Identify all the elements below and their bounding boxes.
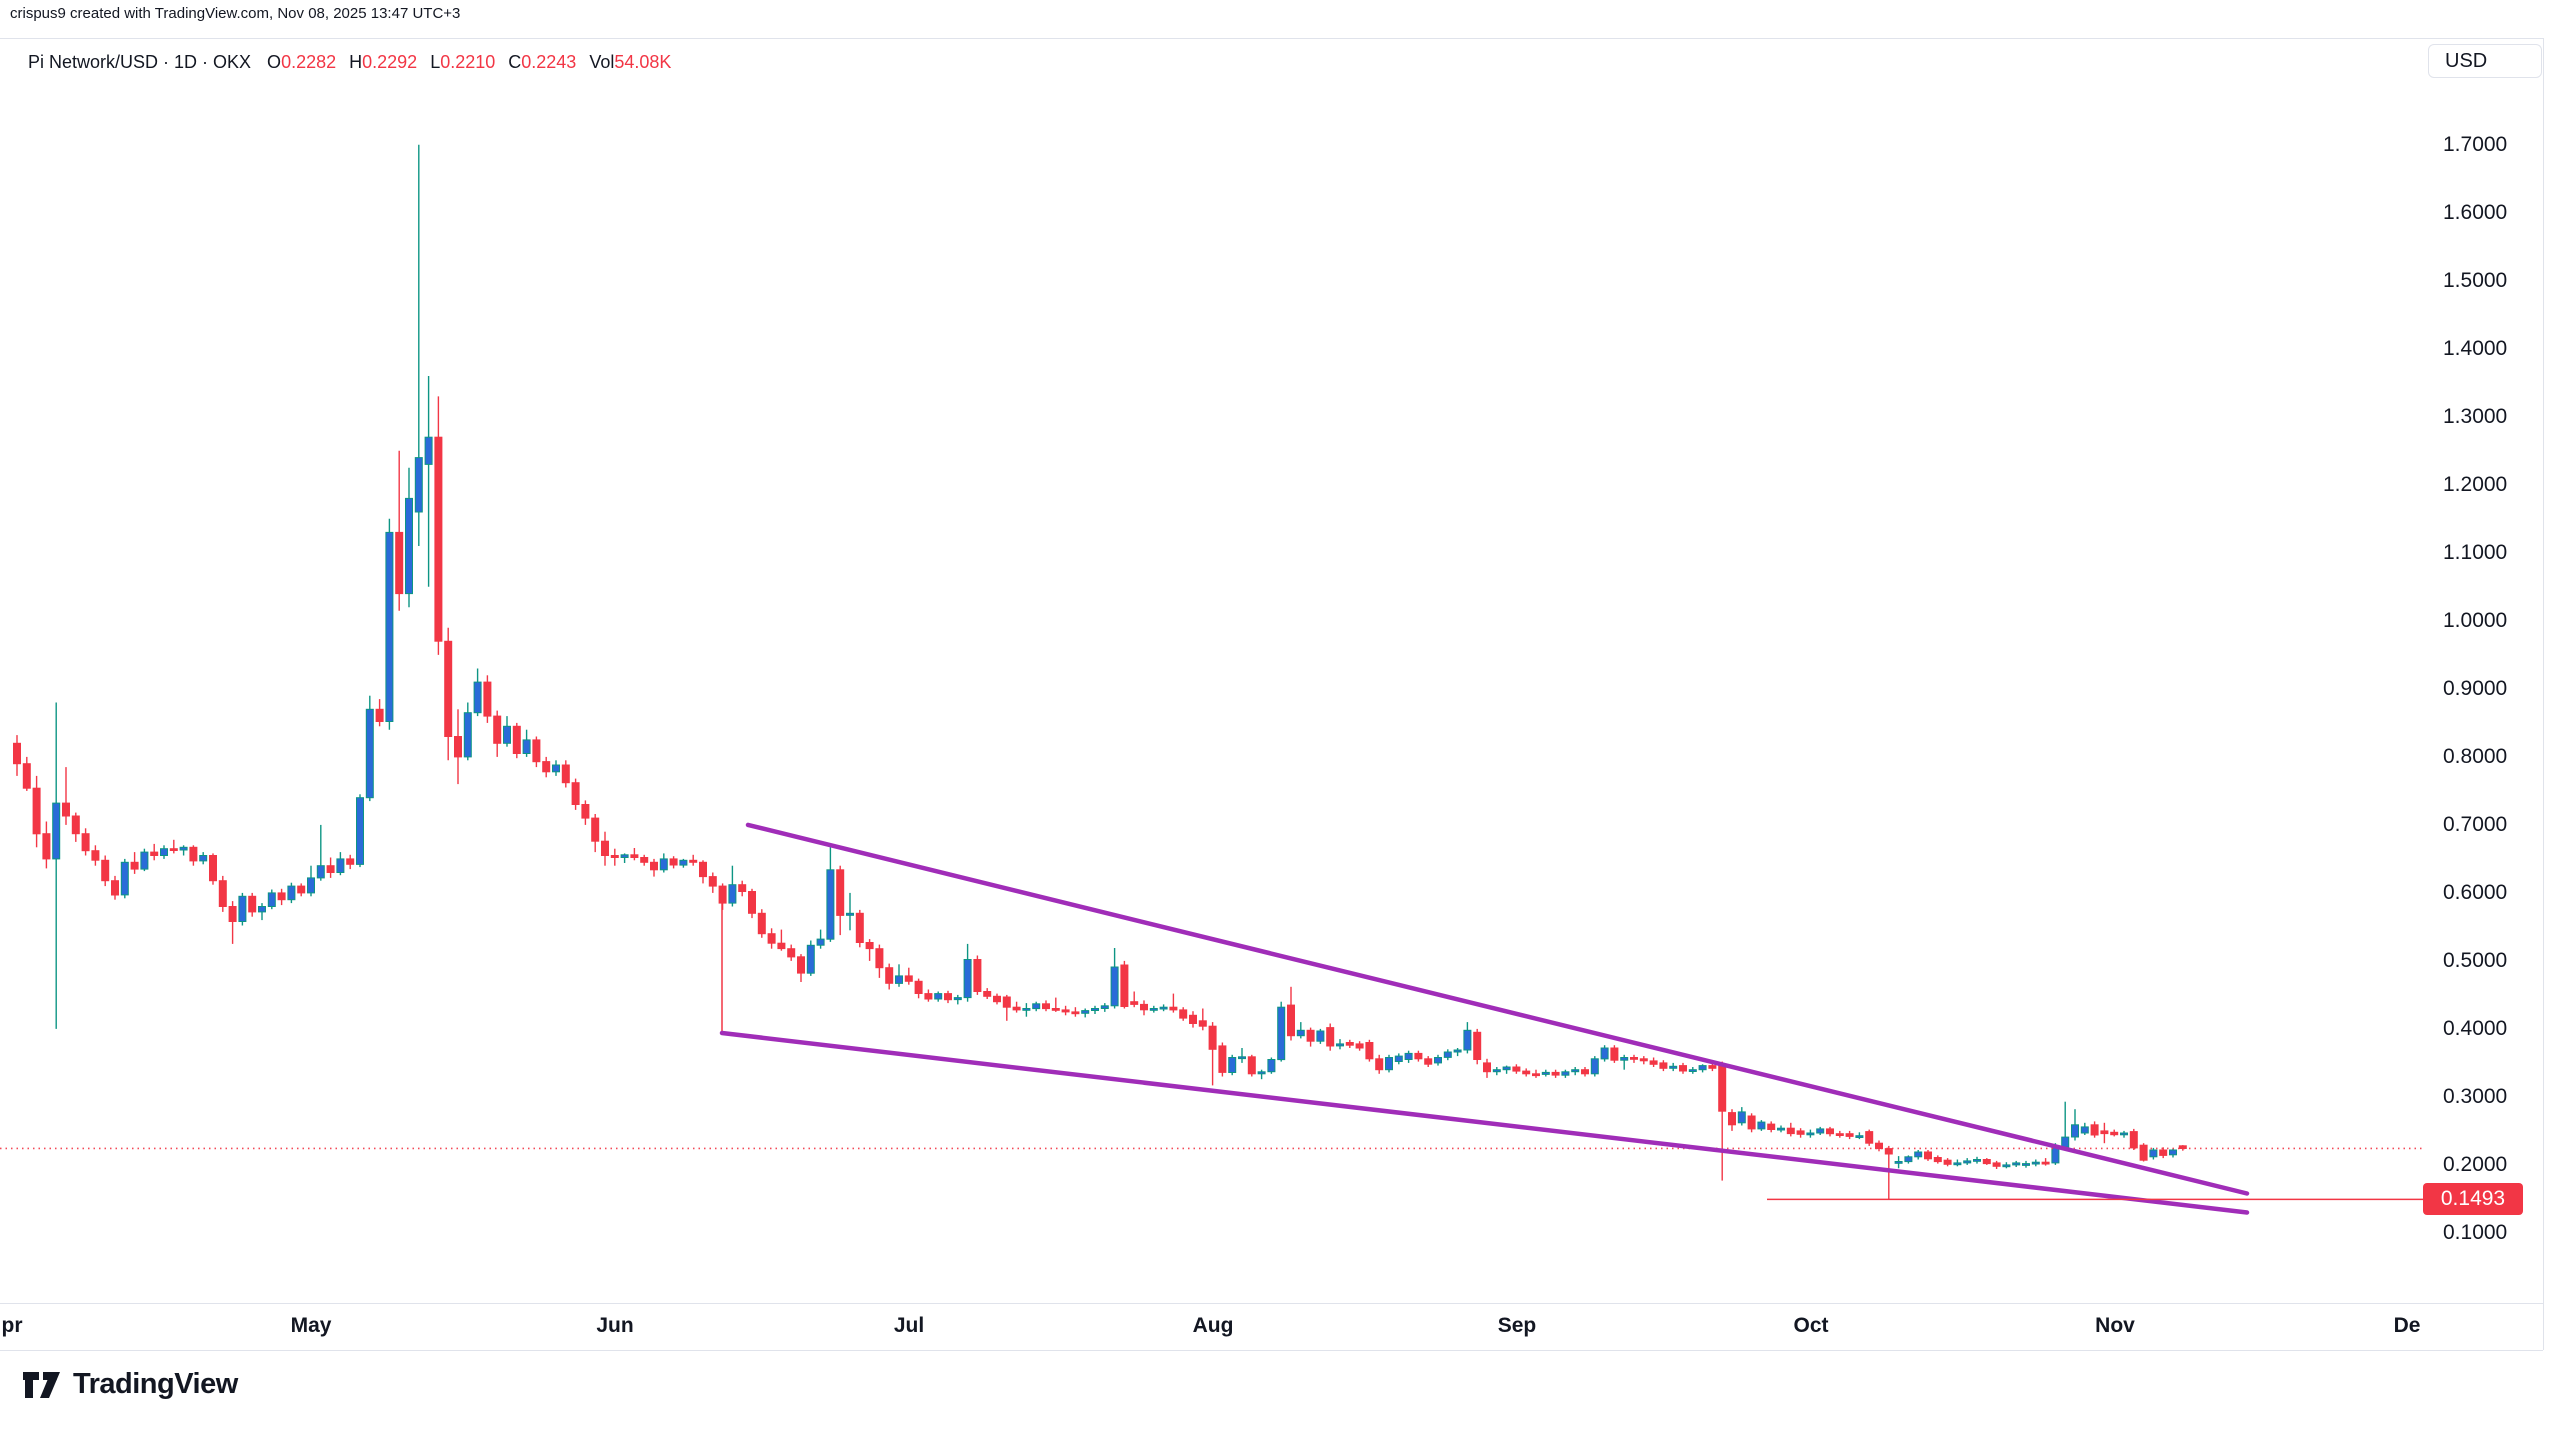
price-tick-label: 1.1000 [2443,540,2508,564]
price-level-value: 0.1493 [2440,1187,2506,1211]
time-tick-label: Aug [1192,1314,1234,1337]
legend-field-vol: Vol54.08K [589,52,672,72]
symbol-title: Pi Network/USD · 1D · OKX [28,52,252,72]
pane-bottom-separator [0,1303,2543,1304]
price-tick-label: 0.6000 [2443,880,2508,904]
chart-legend: Pi Network/USD · 1D · OKX O0.2282 H0.2292… [28,52,684,73]
time-tick-label: Jul [893,1314,925,1337]
time-tick-label: Nov [2095,1314,2135,1337]
price-tick-label: 0.9000 [2443,676,2508,700]
price-level-badge: 0.1493 [2423,1183,2523,1216]
ohlc-fields: O0.2282 H0.2292 L0.2210 C0.2243 Vol54.08K [267,52,684,73]
attribution-text: crispus9 created with TradingView.com, N… [10,5,461,22]
legend-field-c: C0.2243 [508,52,577,72]
tradingview-logo-icon [23,1371,60,1398]
price-tick-label: 0.5000 [2443,948,2508,972]
price-tick-label: 0.8000 [2443,744,2508,768]
price-tick-label: 0.7000 [2443,812,2508,836]
axis-bottom-separator [0,1350,2543,1351]
right-border [2543,38,2544,1350]
time-tick-label: pr [1,1314,23,1337]
time-tick-label: De [2393,1314,2421,1337]
time-tick-label: May [290,1314,332,1337]
tradingview-logo-text: TradingView [73,1368,238,1400]
legend-field-l: L0.2210 [430,52,496,72]
wedge-upper [745,822,2250,1196]
price-tick-label: 0.1000 [2443,1220,2508,1244]
time-tick-label: Sep [1497,1314,1537,1337]
tradingview-logo[interactable]: TradingView [22,1368,238,1401]
price-tick-label: 1.0000 [2443,608,2508,632]
time-axis[interactable]: pr May Jun Jul Aug Sep Oct Nov De [0,1303,2423,1350]
price-tick-label: 1.2000 [2443,472,2508,496]
price-tick-label: 0.3000 [2443,1084,2508,1108]
top-separator [0,38,2543,39]
price-tick-label: 1.5000 [2443,268,2508,292]
currency-button[interactable]: USD [2428,44,2542,78]
price-tick-label: 1.4000 [2443,336,2508,360]
wedge-lower [719,1030,2250,1215]
currency-label: USD [2445,49,2488,72]
price-axis[interactable]: 1.7000 1.6000 1.5000 1.4000 1.3000 1.2000 1.10… [2423,38,2543,1303]
price-tick-label: 1.7000 [2443,132,2508,156]
price-tick-label: 1.3000 [2443,404,2508,428]
legend-field-h: H0.2292 [349,52,418,72]
price-tick-label: 0.4000 [2443,1016,2508,1040]
price-tick-label: 0.2000 [2443,1152,2508,1176]
time-tick-label: Jun [596,1314,634,1337]
candles [13,144,2187,1200]
legend-field-o: O0.2282 [267,52,337,72]
price-tick-label: 1.6000 [2443,200,2508,224]
time-tick-label: Oct [1793,1314,1829,1337]
